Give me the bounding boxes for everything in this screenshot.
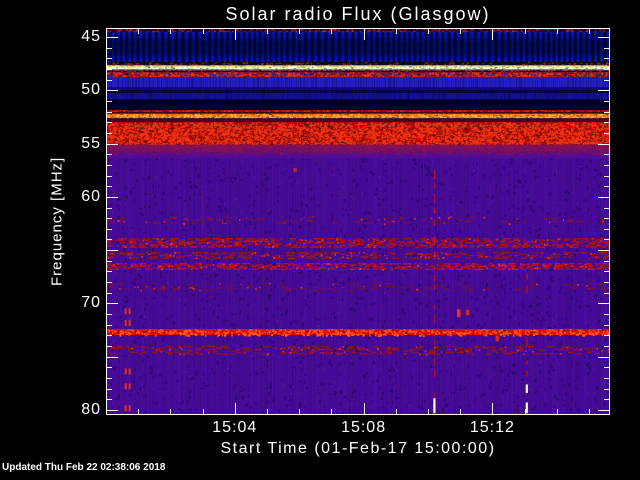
x-tick-label: 15:12 bbox=[469, 419, 515, 436]
y-tick-label: 60 bbox=[81, 187, 101, 205]
y-tick-label: 45 bbox=[81, 28, 101, 45]
y-tick-label: 70 bbox=[81, 294, 101, 312]
x-tick-label: 15:04 bbox=[212, 419, 258, 436]
update-timestamp: Updated Thu Feb 22 02:38:06 2018 bbox=[2, 462, 166, 473]
x-axis-label: Start Time (01-Feb-17 15:00:00) bbox=[220, 440, 496, 457]
x-tick-label: 15:08 bbox=[341, 419, 387, 436]
plot-title: Solar radio Flux (Glasgow) bbox=[225, 4, 491, 24]
y-tick-label: 80 bbox=[81, 400, 101, 418]
y-tick-label: 50 bbox=[81, 81, 101, 99]
spectrogram-canvas bbox=[106, 28, 610, 415]
y-tick-label: 55 bbox=[81, 134, 101, 152]
